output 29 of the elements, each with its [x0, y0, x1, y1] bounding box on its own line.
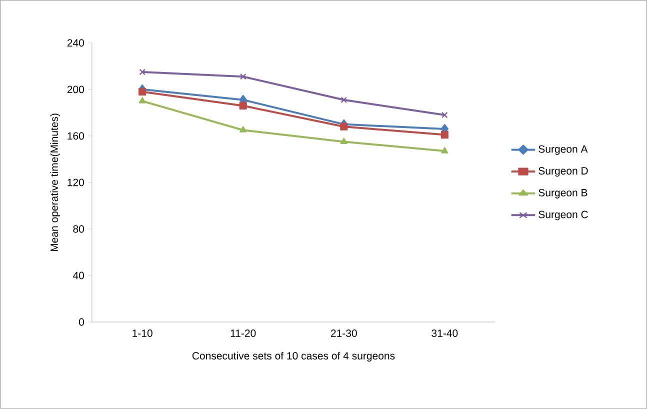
y-tick-label: 160: [68, 132, 84, 140]
y-tick-label: 40: [72, 272, 84, 280]
point: [340, 122, 348, 130]
y-tick-label: 240: [67, 39, 84, 47]
point: [340, 96, 348, 104]
x-tick-label: 1-10: [132, 330, 152, 337]
point: [441, 147, 448, 154]
y-axis-title: Mean operative time(Minutes): [50, 114, 60, 252]
point: [340, 138, 348, 144]
legend-label: Surgeon C: [538, 210, 588, 220]
point: [138, 88, 146, 96]
point: [240, 126, 247, 132]
point: [440, 131, 448, 139]
x-tick-label: 11-20: [230, 330, 256, 337]
point: [240, 74, 246, 80]
y-tick-label: 80: [73, 225, 84, 233]
point: [138, 97, 146, 104]
point: [239, 102, 247, 110]
y-tick-label: 0: [78, 318, 84, 326]
y-tick-label: 120: [68, 178, 84, 186]
x-tick-label: 31-40: [432, 330, 458, 337]
x-tick-label: 21-30: [330, 330, 357, 337]
legend-label: Surgeon B: [538, 188, 588, 198]
point: [139, 68, 146, 76]
x-axis-title: Consecutive sets of 10 cases of 4 surgeons: [192, 352, 395, 362]
legend-label: Surgeon D: [538, 167, 588, 177]
point: [442, 112, 448, 118]
y-tick-label: 200: [67, 86, 84, 94]
legend-label: Surgeon A: [538, 145, 588, 155]
